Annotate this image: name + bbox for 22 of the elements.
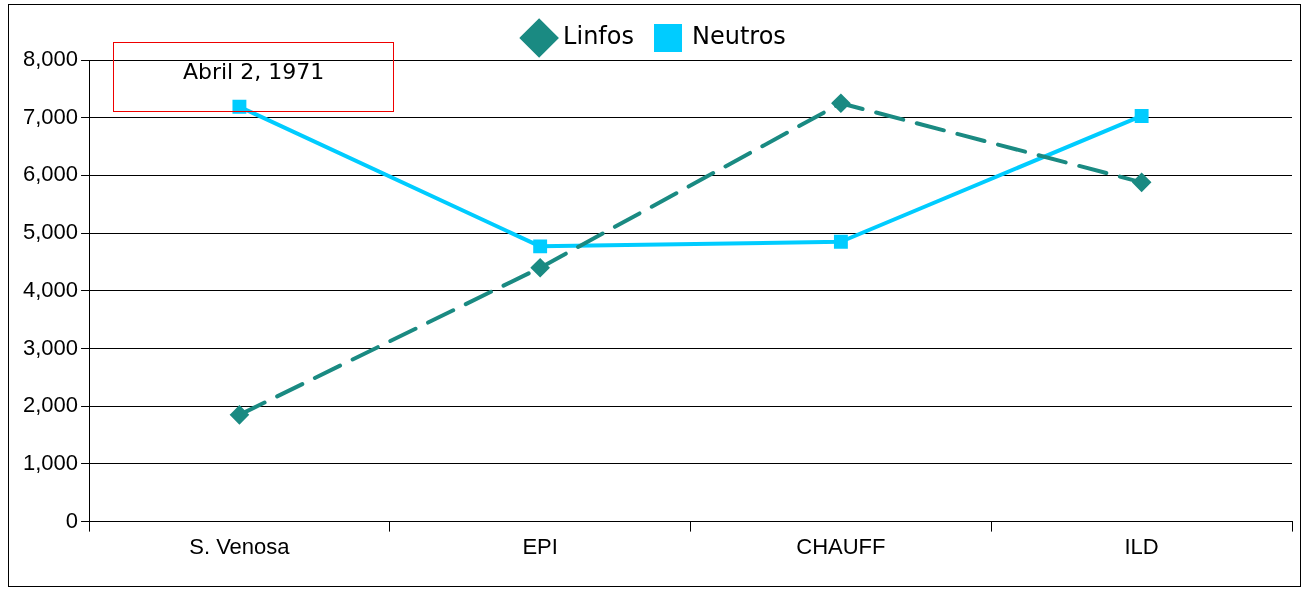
x-tick-label: EPI	[522, 533, 558, 559]
point	[1134, 109, 1149, 123]
point	[833, 234, 848, 249]
y-tick-label: 8,000	[22, 46, 79, 72]
point	[230, 405, 249, 424]
x-tick-label: ILD	[1124, 533, 1159, 559]
point	[1132, 173, 1151, 192]
point	[531, 258, 550, 277]
point	[831, 94, 850, 113]
x-tick-label: S. Venosa	[189, 533, 291, 559]
y-tick-label: 6,000	[22, 161, 79, 187]
point	[533, 239, 548, 254]
y-tick-label: 0	[65, 507, 79, 533]
y-tick-label: 5,000	[22, 219, 79, 245]
y-tick-label: 4,000	[22, 276, 79, 302]
y-tick-label: 1,000	[22, 449, 79, 475]
y-tick-label: 2,000	[22, 392, 79, 418]
y-tick-label: 7,000	[22, 103, 79, 129]
y-tick-label: 3,000	[22, 334, 79, 360]
legend-label: Linfos	[563, 22, 635, 51]
legend-label: Neutros	[692, 22, 786, 51]
x-tick-label: CHAUFF	[796, 533, 886, 559]
